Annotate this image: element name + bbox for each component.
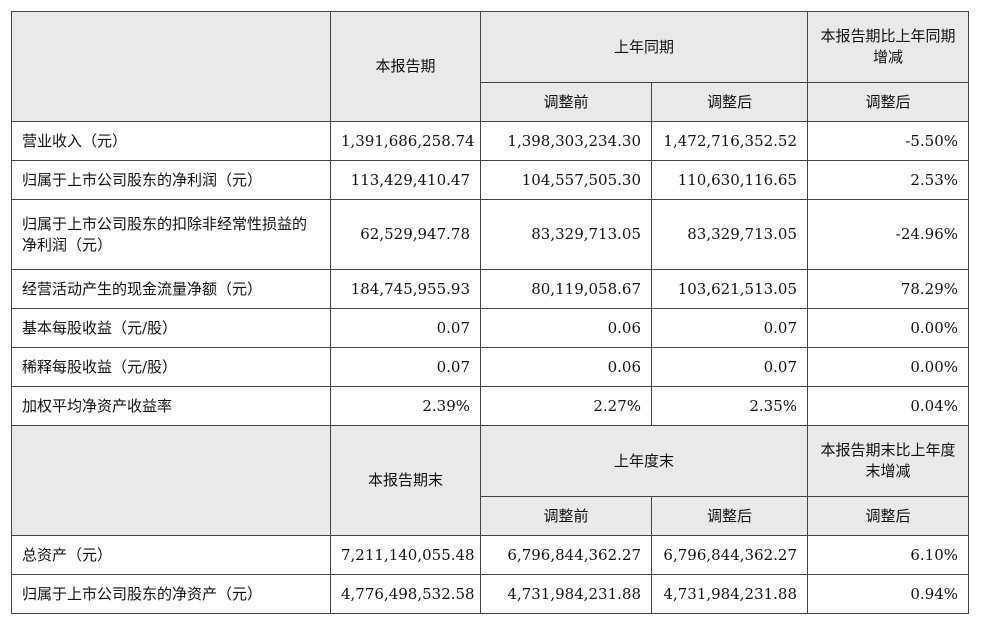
- row-label: 加权平均净资产收益率: [11, 386, 331, 426]
- header-change-after-adjustment: 调整后: [807, 496, 970, 536]
- header-row-4: 调整前 调整后 调整后: [12, 496, 970, 536]
- row-label: 营业收入（元）: [11, 121, 331, 161]
- after-adjustment-value: 4,731,984,231.88: [650, 574, 809, 614]
- before-adjustment-value: 2.27%: [480, 386, 652, 426]
- after-adjustment-value: 103,621,513.05: [650, 269, 809, 309]
- change-value: 0.94%: [807, 574, 970, 614]
- change-value: 0.00%: [807, 347, 970, 387]
- change-value: 6.10%: [807, 535, 970, 575]
- before-adjustment-value: 104,557,505.30: [480, 160, 652, 200]
- current-value: 1,391,686,258.74: [330, 121, 481, 161]
- table-row: 营业收入（元） 1,391,686,258.74 1,398,303,234.3…: [11, 121, 970, 161]
- current-value: 0.07: [330, 308, 481, 348]
- table-row: 经营活动产生的现金流量净额（元） 184,745,955.93 80,119,0…: [11, 269, 970, 309]
- table-row: 归属于上市公司股东的净利润（元） 113,429,410.47 104,557,…: [11, 160, 970, 200]
- change-value: -5.50%: [807, 121, 970, 161]
- row-label: 归属于上市公司股东的净利润（元）: [11, 160, 331, 200]
- row-label: 经营活动产生的现金流量净额（元）: [11, 269, 331, 309]
- current-value: 184,745,955.93: [330, 269, 481, 309]
- header-after-adjustment: 调整后: [650, 82, 809, 122]
- change-value: 2.53%: [807, 160, 970, 200]
- header-row-2: 调整前 调整后 调整后: [12, 82, 970, 122]
- before-adjustment-value: 83,329,713.05: [480, 199, 652, 270]
- header-before-adjustment: 调整前: [480, 496, 652, 536]
- change-value: -24.96%: [807, 199, 970, 270]
- after-adjustment-value: 83,329,713.05: [650, 199, 809, 270]
- table-row: 总资产（元） 7,211,140,055.48 6,796,844,362.27…: [11, 535, 970, 575]
- change-value: 78.29%: [807, 269, 970, 309]
- table-row: 归属于上市公司股东的扣除非经常性损益的净利润（元） 62,529,947.78 …: [11, 199, 970, 270]
- change-value: 0.00%: [807, 308, 970, 348]
- current-value: 62,529,947.78: [330, 199, 481, 270]
- before-adjustment-value: 80,119,058.67: [480, 269, 652, 309]
- after-adjustment-value: 6,796,844,362.27: [650, 535, 809, 575]
- row-label: 总资产（元）: [11, 535, 331, 575]
- row-label: 基本每股收益（元/股）: [11, 308, 331, 348]
- current-value: 7,211,140,055.48: [330, 535, 481, 575]
- header-blank-cell: [11, 425, 331, 536]
- header-change-after-adjustment: 调整后: [807, 82, 970, 122]
- header-after-adjustment: 调整后: [650, 496, 809, 536]
- before-adjustment-value: 0.06: [480, 308, 652, 348]
- after-adjustment-value: 2.35%: [650, 386, 809, 426]
- row-label: 归属于上市公司股东的净资产（元）: [11, 574, 331, 614]
- current-value: 0.07: [330, 347, 481, 387]
- table-row: 加权平均净资产收益率 2.39% 2.27% 2.35% 0.04%: [11, 386, 970, 426]
- after-adjustment-value: 1,472,716,352.52: [650, 121, 809, 161]
- change-value: 0.04%: [807, 386, 970, 426]
- table-row: 归属于上市公司股东的净资产（元） 4,776,498,532.58 4,731,…: [11, 574, 970, 614]
- before-adjustment-value: 0.06: [480, 347, 652, 387]
- before-adjustment-value: 1,398,303,234.30: [480, 121, 652, 161]
- before-adjustment-value: 4,731,984,231.88: [480, 574, 652, 614]
- table-row: 稀释每股收益（元/股） 0.07 0.06 0.07 0.00%: [11, 347, 970, 387]
- header-row-1: 本报告期 上年同期 本报告期比上年同期增减: [11, 11, 970, 122]
- header-change-vs-prior-year-end: 本报告期末比上年度末增减: [807, 425, 970, 497]
- header-current-period: 本报告期: [330, 11, 481, 122]
- header-yoy-change: 本报告期比上年同期增减: [807, 11, 970, 83]
- header-prior-year-same-period: 上年同期: [479, 11, 809, 83]
- header-blank-cell: [11, 11, 331, 122]
- header-current-period-end: 本报告期末: [330, 425, 481, 536]
- header-row-3: 本报告期末 上年度末 本报告期末比上年度末增减: [11, 425, 970, 536]
- after-adjustment-value: 0.07: [650, 347, 809, 387]
- financial-summary-table: 本报告期 上年同期 本报告期比上年同期增减 调整前 调整后 调整后 营业收入（元…: [11, 11, 970, 614]
- header-before-adjustment: 调整前: [480, 82, 652, 122]
- before-adjustment-value: 6,796,844,362.27: [480, 535, 652, 575]
- current-value: 4,776,498,532.58: [330, 574, 481, 614]
- row-label: 稀释每股收益（元/股）: [11, 347, 331, 387]
- current-value: 113,429,410.47: [330, 160, 481, 200]
- row-label: 归属于上市公司股东的扣除非经常性损益的净利润（元）: [11, 199, 331, 270]
- current-value: 2.39%: [330, 386, 481, 426]
- after-adjustment-value: 110,630,116.65: [650, 160, 809, 200]
- after-adjustment-value: 0.07: [650, 308, 809, 348]
- table-row: 基本每股收益（元/股） 0.07 0.06 0.07 0.00%: [11, 308, 970, 348]
- header-prior-year-end: 上年度末: [479, 425, 809, 497]
